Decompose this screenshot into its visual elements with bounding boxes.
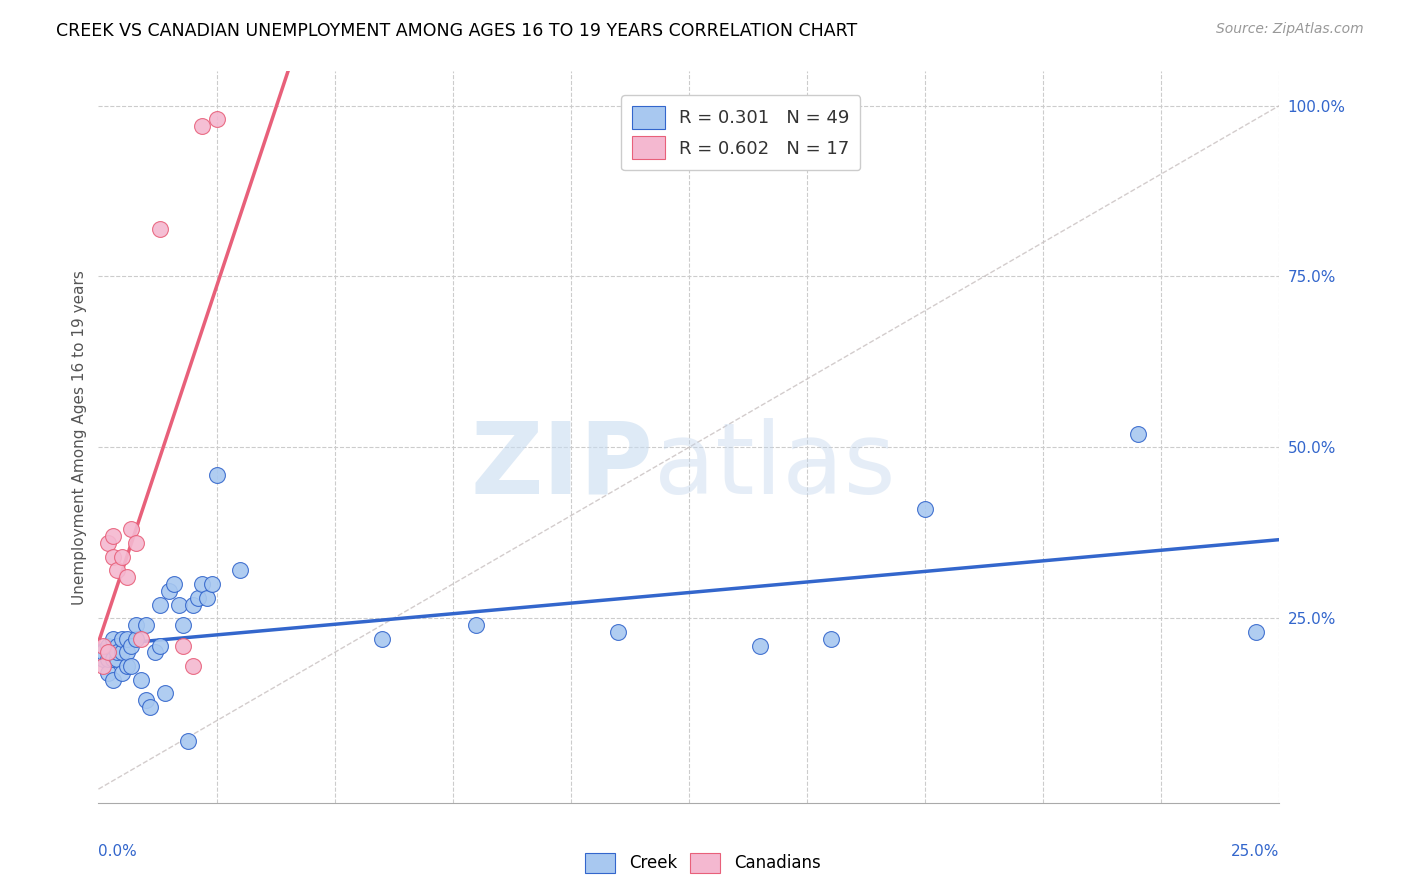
Text: ZIP: ZIP	[471, 417, 654, 515]
Point	[121, 522, 143, 536]
Point	[125, 618, 148, 632]
Point	[105, 563, 128, 577]
Point	[1244, 624, 1267, 639]
Point	[748, 639, 770, 653]
Point	[135, 693, 157, 707]
Text: CREEK VS CANADIAN UNEMPLOYMENT AMONG AGES 16 TO 19 YEARS CORRELATION CHART: CREEK VS CANADIAN UNEMPLOYMENT AMONG AGE…	[56, 22, 858, 40]
Point	[191, 119, 214, 133]
Point	[205, 467, 228, 482]
Legend: R = 0.301   N = 49, R = 0.602   N = 17: R = 0.301 N = 49, R = 0.602 N = 17	[621, 95, 860, 170]
Point	[153, 686, 176, 700]
Point	[91, 639, 114, 653]
Point	[191, 577, 214, 591]
Point	[121, 659, 143, 673]
Point	[229, 563, 252, 577]
Point	[105, 639, 128, 653]
Point	[101, 549, 124, 564]
Point	[101, 673, 124, 687]
Point	[607, 624, 630, 639]
Point	[181, 659, 204, 673]
Point	[111, 632, 134, 646]
Point	[111, 645, 134, 659]
Text: Source: ZipAtlas.com: Source: ZipAtlas.com	[1216, 22, 1364, 37]
Point	[121, 639, 143, 653]
Point	[149, 639, 172, 653]
Y-axis label: Unemployment Among Ages 16 to 19 years: Unemployment Among Ages 16 to 19 years	[72, 269, 87, 605]
Point	[167, 598, 190, 612]
Point	[172, 639, 194, 653]
Point	[157, 583, 180, 598]
Point	[820, 632, 842, 646]
Point	[97, 639, 120, 653]
Point	[187, 591, 209, 605]
Point	[105, 645, 128, 659]
Point	[129, 632, 152, 646]
Point	[91, 652, 114, 666]
Point	[177, 734, 200, 748]
Text: atlas: atlas	[654, 417, 896, 515]
Point	[97, 645, 120, 659]
Point	[195, 591, 218, 605]
Point	[105, 652, 128, 666]
Point	[115, 632, 138, 646]
Point	[135, 618, 157, 632]
Point	[125, 632, 148, 646]
Point	[101, 529, 124, 543]
Point	[115, 570, 138, 584]
Point	[91, 645, 114, 659]
Point	[97, 652, 120, 666]
Point	[97, 665, 120, 680]
Point	[914, 501, 936, 516]
Point	[181, 598, 204, 612]
Point	[149, 598, 172, 612]
Point	[172, 618, 194, 632]
Point	[201, 577, 224, 591]
Point	[1126, 426, 1149, 441]
Text: 0.0%: 0.0%	[98, 844, 138, 859]
Point	[101, 652, 124, 666]
Point	[139, 700, 162, 714]
Point	[371, 632, 394, 646]
Point	[115, 659, 138, 673]
Point	[111, 665, 134, 680]
Point	[97, 536, 120, 550]
Point	[101, 632, 124, 646]
Point	[163, 577, 186, 591]
Point	[115, 645, 138, 659]
Point	[111, 549, 134, 564]
Point	[129, 673, 152, 687]
Point	[205, 112, 228, 127]
Legend: Creek, Canadians: Creek, Canadians	[579, 847, 827, 880]
Point	[149, 221, 172, 235]
Point	[91, 659, 114, 673]
Point	[465, 618, 488, 632]
Text: 25.0%: 25.0%	[1232, 844, 1279, 859]
Point	[143, 645, 166, 659]
Point	[125, 536, 148, 550]
